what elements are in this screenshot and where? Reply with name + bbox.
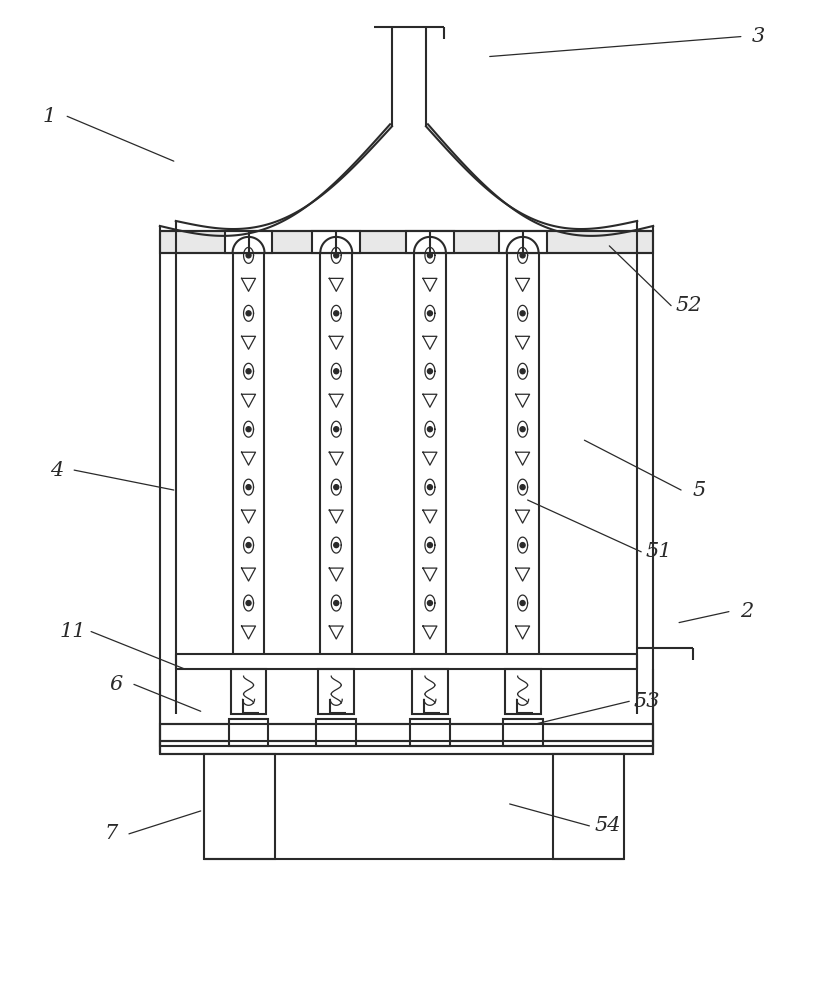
Bar — [412, 669, 448, 714]
Bar — [225, 231, 272, 253]
Circle shape — [246, 601, 251, 606]
Circle shape — [520, 253, 525, 258]
Bar — [204, 754, 276, 859]
Circle shape — [246, 253, 251, 258]
Bar — [410, 719, 450, 746]
Bar — [231, 669, 267, 714]
Bar — [406, 231, 454, 253]
Circle shape — [334, 369, 339, 374]
Circle shape — [520, 485, 525, 490]
Text: 1: 1 — [43, 107, 56, 126]
Bar — [552, 754, 624, 859]
Circle shape — [428, 369, 433, 374]
Bar — [228, 719, 268, 746]
Circle shape — [428, 253, 433, 258]
Text: 2: 2 — [740, 602, 753, 621]
Circle shape — [520, 311, 525, 316]
Circle shape — [428, 543, 433, 548]
Text: 3: 3 — [753, 27, 766, 46]
Circle shape — [334, 253, 339, 258]
Text: 7: 7 — [105, 824, 118, 843]
Bar — [312, 231, 360, 253]
Circle shape — [520, 601, 525, 606]
Text: 6: 6 — [110, 675, 123, 694]
Circle shape — [428, 311, 433, 316]
Circle shape — [246, 369, 251, 374]
Bar — [505, 669, 541, 714]
Circle shape — [334, 427, 339, 432]
Circle shape — [334, 543, 339, 548]
Circle shape — [334, 485, 339, 490]
Bar — [317, 719, 356, 746]
Circle shape — [520, 543, 525, 548]
Circle shape — [520, 427, 525, 432]
Bar — [503, 719, 542, 746]
Circle shape — [246, 485, 251, 490]
Circle shape — [246, 311, 251, 316]
Circle shape — [428, 485, 433, 490]
Bar — [160, 231, 653, 253]
Text: 4: 4 — [50, 461, 63, 480]
Circle shape — [428, 427, 433, 432]
Circle shape — [334, 311, 339, 316]
Text: 52: 52 — [676, 296, 703, 315]
Text: 53: 53 — [634, 692, 660, 711]
Text: 5: 5 — [692, 481, 706, 500]
Circle shape — [246, 427, 251, 432]
Text: 11: 11 — [60, 622, 87, 641]
Text: 54: 54 — [594, 816, 621, 835]
Bar — [499, 231, 546, 253]
Circle shape — [246, 543, 251, 548]
Circle shape — [428, 601, 433, 606]
Bar — [160, 741, 653, 754]
Circle shape — [334, 601, 339, 606]
Text: 51: 51 — [646, 542, 672, 561]
Circle shape — [520, 369, 525, 374]
Bar — [160, 724, 653, 746]
Bar — [318, 669, 354, 714]
